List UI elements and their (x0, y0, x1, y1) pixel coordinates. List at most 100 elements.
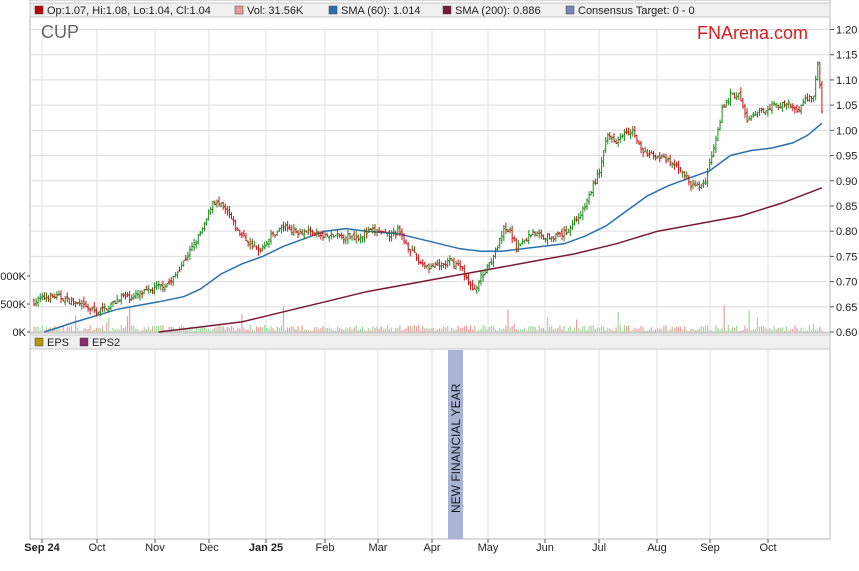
volume-bar (576, 319, 578, 332)
volume-bar (384, 328, 386, 332)
volume-bar (619, 325, 621, 332)
volume-bar (289, 327, 291, 332)
volume-bar (137, 328, 139, 332)
y-tick-label: 0.90 (836, 176, 857, 188)
y-tick-label: 0.75 (836, 251, 857, 263)
volume-bar (307, 330, 310, 332)
legend-label: Op:1.07, Hi:1.08, Lo:1.04, Cl:1.04 (47, 5, 211, 17)
volume-bar (334, 330, 337, 332)
volume-bar (596, 327, 598, 332)
volume-bar (428, 328, 430, 332)
y-axis-ticks: 1.20 1.15 1.10 1.05 1.00 0.95 0.90 0.85 0.80 0.75… (830, 25, 857, 339)
volume-bar (370, 330, 372, 332)
volume-bar (663, 326, 665, 332)
volume-bar (388, 329, 391, 332)
x-tick-label: Feb (316, 542, 335, 554)
y-tick-label: 1.10 (836, 75, 857, 87)
volume-bar (734, 327, 736, 332)
volume-bar (767, 329, 769, 332)
volume-bar (341, 328, 343, 332)
volume-bar (41, 325, 43, 332)
volume-bar (201, 327, 203, 332)
volume-bar (143, 327, 145, 332)
volume-bar (93, 329, 95, 332)
volume-bar (83, 328, 85, 332)
volume-bar (652, 330, 655, 332)
lower-plot-area (29, 332, 831, 540)
volume-bar (253, 330, 255, 332)
volume-bar (145, 329, 147, 332)
volume-bar (247, 329, 249, 332)
volume-bar (409, 325, 411, 332)
volume-bar (815, 329, 817, 332)
volume-bar (64, 330, 66, 332)
volume-bar (642, 327, 644, 332)
volume-bar (713, 330, 715, 332)
volume-bar (203, 327, 206, 332)
volume-bar (422, 325, 424, 332)
y-tick-label: 0.85 (836, 201, 857, 213)
volume-bar (195, 327, 197, 332)
volume-bar (492, 326, 495, 332)
volume-bar (191, 325, 193, 332)
volume-bar (257, 327, 260, 332)
volume-bar (131, 325, 133, 332)
legend-label: SMA (200): 0.886 (455, 5, 541, 17)
volume-bar (813, 323, 815, 332)
volume-bar (725, 330, 727, 332)
volume-bar (715, 325, 717, 332)
volume-bar (559, 325, 561, 332)
volume-bar (287, 327, 289, 332)
volume-bar (66, 326, 68, 332)
volume-bar (110, 330, 112, 332)
volume-bar (324, 327, 326, 332)
volume-bar (214, 327, 216, 332)
volume-bar (174, 330, 176, 332)
volume-bar (682, 329, 684, 332)
volume-bar (104, 330, 106, 332)
volume-axis-ticks: 1000K 500K 0K (0, 271, 30, 339)
volume-bar (758, 326, 761, 332)
volume-bar (405, 328, 407, 332)
volume-bar (442, 327, 445, 332)
volume-bar (455, 329, 457, 332)
volume-bar (447, 325, 449, 332)
volume-bar (709, 329, 711, 332)
volume-bar (698, 328, 700, 332)
volume-bar (582, 326, 584, 332)
volume-bar (95, 327, 97, 332)
volume-bar (692, 328, 694, 332)
volume-bar (176, 330, 179, 332)
volume-bar (740, 330, 742, 332)
volume-bar (108, 317, 110, 332)
volume-bar (170, 326, 172, 332)
volume-bar (806, 330, 808, 332)
volume-bar (615, 327, 617, 332)
volume-bar (205, 328, 208, 332)
volume-bar (746, 328, 748, 332)
volume-bar (519, 329, 522, 332)
volume-bar (796, 327, 798, 332)
volume-bar (817, 329, 819, 332)
volume-bar (91, 330, 93, 332)
volume-bar (382, 329, 384, 332)
x-tick-label: May (478, 542, 499, 554)
lower-legend-swatch (34, 337, 44, 347)
volume-bar (754, 328, 756, 332)
legend-swatch (328, 5, 338, 15)
volume-bar (276, 326, 278, 332)
volume-bar (482, 325, 484, 332)
volume-bar (704, 325, 707, 332)
volume-bar (280, 325, 282, 332)
volume-bar (623, 325, 626, 332)
volume-bar (133, 325, 135, 332)
candlesticks (32, 61, 824, 317)
volume-bar (374, 327, 376, 332)
lower-legend-swatch (79, 337, 89, 347)
volume-bar (45, 326, 48, 332)
volume-bar (463, 326, 465, 332)
volume-bar (445, 327, 447, 332)
volume-bar (794, 325, 796, 332)
y-tick-label: 0.60 (836, 327, 857, 339)
volume-bar (738, 330, 740, 332)
